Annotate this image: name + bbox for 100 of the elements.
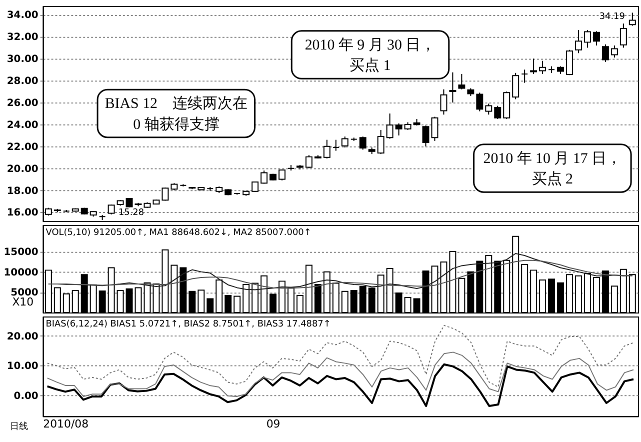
bar <box>224 294 232 314</box>
bar <box>440 262 448 314</box>
bar <box>467 271 474 314</box>
bar <box>592 277 600 314</box>
y-tick-label: 24.00 <box>6 120 38 131</box>
bar <box>566 274 573 314</box>
y-tick-label: 10.00 <box>6 361 38 372</box>
candlestick <box>602 44 609 62</box>
bar <box>503 260 510 314</box>
bar <box>170 264 178 314</box>
y-tick-label: 22.00 <box>6 142 38 153</box>
bar <box>341 290 348 314</box>
y-tick-label: 32.00 <box>6 32 38 44</box>
bar <box>126 288 133 314</box>
bar <box>332 282 340 314</box>
bar <box>476 260 484 314</box>
candlestick <box>162 187 169 202</box>
candlestick <box>431 116 438 142</box>
bar <box>395 292 402 314</box>
bar <box>620 268 627 314</box>
bar <box>602 270 609 314</box>
annotation: BIAS(6,12,24) BIAS1 5.0721↑, BIAS2 8.7501↑, BIAS3 17.4887↑ <box>46 319 331 330</box>
bar <box>449 250 456 314</box>
bar <box>368 288 376 314</box>
bar <box>98 290 106 314</box>
bar <box>288 288 294 314</box>
bar <box>72 290 79 314</box>
bar <box>234 296 241 314</box>
bar <box>458 278 466 314</box>
bar <box>54 287 61 314</box>
x-tick-label: 09 <box>266 418 280 431</box>
y-tick-label: 26.00 <box>6 98 38 109</box>
bar <box>270 294 277 314</box>
bar <box>206 298 214 314</box>
bar <box>242 284 250 314</box>
y-tick-label: 18.00 <box>6 186 38 197</box>
bar <box>521 264 528 314</box>
bar <box>539 279 546 314</box>
bar <box>575 275 582 314</box>
bar <box>180 267 187 314</box>
y-tick-label: 16.00 <box>6 208 38 219</box>
candlestick <box>494 105 502 120</box>
x-tick-label: 2010/08 <box>43 418 89 431</box>
bar <box>62 293 70 314</box>
bar <box>404 296 412 314</box>
text: 日线 <box>10 421 28 432</box>
bar <box>188 290 196 314</box>
candlestick <box>377 129 384 155</box>
candlestick <box>323 139 330 159</box>
candlestick <box>530 58 538 74</box>
bar <box>413 298 420 314</box>
candlestick <box>610 44 618 58</box>
candlestick <box>305 154 312 169</box>
bar <box>152 284 160 314</box>
candlestick <box>449 72 456 104</box>
candlestick <box>476 92 484 112</box>
annotation: BIAS 12 连续两次在 0 轴获得支撑 <box>104 95 248 133</box>
bar <box>108 267 115 314</box>
y-tick-label: 28.00 <box>6 76 38 88</box>
y-tick-label: 0.00 <box>14 390 38 402</box>
candlestick <box>422 125 430 147</box>
bar <box>90 284 97 314</box>
y-tick-label: 20.00 <box>6 164 38 175</box>
candlestick <box>395 122 402 136</box>
candlestick <box>260 170 268 184</box>
candlestick <box>359 136 366 150</box>
bar <box>116 290 124 314</box>
y-tick-label: 30.00 <box>6 54 38 66</box>
y-tick-label: 34.00 <box>6 10 38 22</box>
bar <box>323 271 330 314</box>
bar <box>314 284 322 314</box>
candlestick <box>386 112 394 140</box>
bar <box>628 274 636 314</box>
bar <box>494 260 502 314</box>
bar <box>350 290 358 314</box>
bar <box>610 286 618 314</box>
candlestick <box>521 69 528 84</box>
bar <box>216 279 223 314</box>
bar <box>134 287 142 314</box>
bar <box>512 236 520 314</box>
line-series <box>46 363 634 407</box>
y-tick-label: 20.00 <box>6 331 38 342</box>
candlestick <box>458 74 466 90</box>
line-series <box>48 260 633 289</box>
bar <box>584 272 591 314</box>
candlestick <box>440 88 448 116</box>
bar <box>386 268 394 314</box>
y-tick-label: 15000 <box>4 246 38 258</box>
bar <box>305 264 312 314</box>
bar <box>80 274 88 314</box>
bar <box>377 274 384 314</box>
bar <box>548 278 556 314</box>
annotation: 2010 年 9 月 30 日，买点 1 <box>304 36 436 74</box>
bar <box>530 270 538 314</box>
candlestick <box>566 49 573 76</box>
bar <box>296 294 304 314</box>
bar <box>162 249 169 314</box>
y-tick-label: 10000 <box>4 267 38 278</box>
candlestick <box>539 60 546 74</box>
candlestick <box>512 72 520 100</box>
